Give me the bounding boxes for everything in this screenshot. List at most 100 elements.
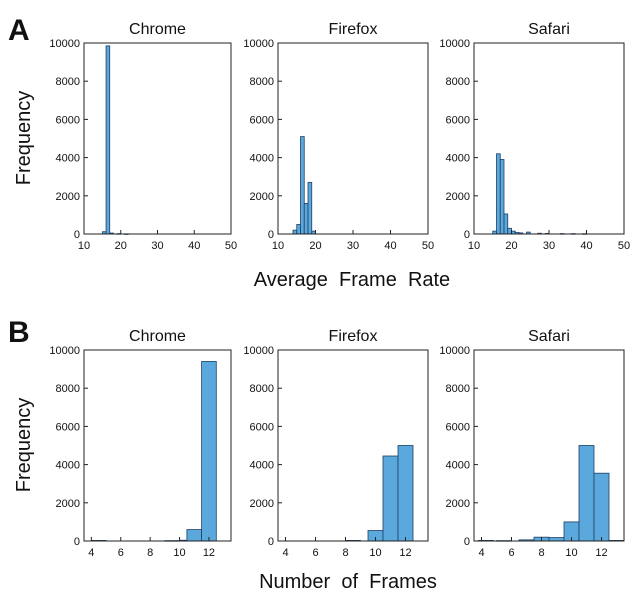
panel-a-chrome-title: Chrome xyxy=(129,21,186,38)
panel-a-safari-xtick-label: 50 xyxy=(618,240,630,252)
panel-b-safari-bar xyxy=(578,445,595,542)
panel-b-chrome-ytick-label: 6000 xyxy=(56,421,80,433)
panel-a-firefox-xtick-label: 30 xyxy=(347,240,359,252)
panel-b-firefox-ytick-label: 2000 xyxy=(250,498,274,510)
panel-b-safari-xtick-label: 6 xyxy=(508,547,514,559)
panel-a-firefox-xtick-label: 10 xyxy=(272,240,284,252)
panel-b-safari-ytick-label: 8000 xyxy=(446,383,470,395)
y-axis-label-a: Frequency xyxy=(13,91,35,186)
panel-a-chrome-ytick-label: 4000 xyxy=(56,153,80,165)
panel-a-letter: A xyxy=(8,14,30,47)
panel-a-safari-bar xyxy=(503,213,509,235)
panel-a-firefox-ytick-label: 10000 xyxy=(243,38,274,50)
panel-b-safari-xtick-label: 10 xyxy=(565,547,577,559)
panel-b-firefox-title: Firefox xyxy=(329,328,378,345)
x-axis-label-a: Average Frame Rate xyxy=(254,269,450,291)
panel-a-safari-ytick-label: 10000 xyxy=(439,38,470,50)
panel-b-firefox-ytick-label: 10000 xyxy=(243,345,274,357)
panel-b-chrome-ytick-label: 0 xyxy=(74,536,80,548)
panel-b-firefox-ytick-label: 4000 xyxy=(250,460,274,472)
panel-b-chrome-xtick-label: 12 xyxy=(203,547,215,559)
panel-a-chrome-xtick-label: 50 xyxy=(225,240,237,252)
panel-b-firefox-xtick-label: 12 xyxy=(399,547,411,559)
panel-a-firefox-ytick-label: 0 xyxy=(268,229,274,241)
panel-a-chrome-xtick-label: 40 xyxy=(188,240,200,252)
panel-b-safari-ytick-label: 2000 xyxy=(446,498,470,510)
panel-b-firefox-ytick-label: 0 xyxy=(268,536,274,548)
panel-a-firefox-xtick-label: 40 xyxy=(384,240,396,252)
panel-a-chrome-ytick-label: 10000 xyxy=(49,38,80,50)
panel-a-safari-xtick-label: 40 xyxy=(580,240,592,252)
panel-b-safari-axes-box xyxy=(473,349,625,542)
panel-a-safari-xtick-label: 20 xyxy=(505,240,517,252)
panel-a-safari-title: Safari xyxy=(528,21,570,38)
panel-b-firefox-xtick-label: 8 xyxy=(342,547,348,559)
panel-a-firefox-plot: Firefox 0 2000 4000 6000 8000 10000 10 20 30 40 50 xyxy=(243,21,434,252)
panel-b-chrome-bar xyxy=(201,361,217,542)
panel-a-safari-xtick-label: 30 xyxy=(543,240,555,252)
panel-a-firefox-bar xyxy=(303,203,309,235)
panel-b-safari-ytick-label: 6000 xyxy=(446,421,470,433)
panel-a-firefox-bar xyxy=(292,229,298,235)
panel-b-firefox-ytick-label: 8000 xyxy=(250,383,274,395)
panel-b-chrome-xtick-label: 6 xyxy=(118,547,124,559)
panel-a-chrome-xtick-label: 30 xyxy=(151,240,163,252)
panel-a-safari-ytick-label: 8000 xyxy=(446,76,470,88)
panel-b-safari-xtick-label: 12 xyxy=(595,547,607,559)
panel-a-firefox-bar xyxy=(300,136,305,235)
panel-b-firefox-bar xyxy=(382,455,399,542)
panel-b-safari-ytick-label: 10000 xyxy=(439,345,470,357)
panel-a-safari-bar xyxy=(496,153,501,235)
panel-b-safari-bar xyxy=(548,537,565,542)
x-axis-label-b: Number of Frames xyxy=(259,571,437,593)
panel-a-firefox-bar xyxy=(296,224,301,235)
panel-b-safari-plot: Safari 0 2000 4000 6000 8000 10000 4 6 8 10 12 xyxy=(439,328,625,559)
panel-a-safari-ytick-label: 4000 xyxy=(446,153,470,165)
panel-a-firefox-xtick-label: 20 xyxy=(309,240,321,252)
panel-b-chrome-plot: Chrome 0 2000 4000 6000 8000 10000 4 6 8 10 12 xyxy=(49,328,232,559)
panel-a-chrome-plot: Chrome 0 2000 4000 6000 8000 10000 10 20 30 40 50 xyxy=(49,21,237,252)
panel-b-chrome-bar xyxy=(186,529,202,542)
panel-b-chrome-xtick-label: 10 xyxy=(173,547,185,559)
panel-b-safari-bar xyxy=(593,472,610,542)
panel-b-chrome-axes-box xyxy=(83,349,232,542)
panel-a-chrome-bar xyxy=(105,45,111,235)
panel-a-firefox-xtick-label: 50 xyxy=(422,240,434,252)
panel-a-safari-ytick-label: 6000 xyxy=(446,114,470,126)
panel-a-chrome-ytick-label: 0 xyxy=(74,229,80,241)
panel-a-safari-bar xyxy=(499,159,505,235)
panel-a-firefox-title: Firefox xyxy=(329,21,378,38)
panel-a-firefox-ytick-label: 6000 xyxy=(250,114,274,126)
panel-a-firefox-ytick-label: 2000 xyxy=(250,191,274,203)
panel-a-firefox-ytick-label: 4000 xyxy=(250,153,274,165)
panel-b-safari-title: Safari xyxy=(528,328,570,345)
panel-a-chrome-ytick-label: 8000 xyxy=(56,76,80,88)
panel-a-firefox-ytick-label: 8000 xyxy=(250,76,274,88)
panel-b-firefox-ytick-label: 6000 xyxy=(250,421,274,433)
panel-a-safari-plot: Safari 0 2000 4000 6000 8000 10000 10 20 30 40 50 xyxy=(439,21,630,252)
panel-a-safari-bar xyxy=(507,227,512,235)
panel-b-chrome-ytick-label: 4000 xyxy=(56,460,80,472)
panel-a-firefox-bar xyxy=(307,182,313,235)
panel-a-safari-xtick-label: 10 xyxy=(468,240,480,252)
panel-b-firefox-plot: Firefox 0 2000 4000 6000 8000 10000 4 6 8 10 12 xyxy=(243,328,429,559)
panel-b-safari-xtick-label: 4 xyxy=(478,547,484,559)
panel-a-chrome-xtick-label: 10 xyxy=(78,240,90,252)
panel-b-firefox-axes-box xyxy=(277,349,429,542)
panel-b-firefox-xtick-label: 4 xyxy=(282,547,288,559)
panel-a-safari-ytick-label: 2000 xyxy=(446,191,470,203)
panel-a-chrome-ytick-label: 6000 xyxy=(56,114,80,126)
panel-b-chrome-ytick-label: 10000 xyxy=(49,345,80,357)
panel-b-safari-ytick-label: 4000 xyxy=(446,460,470,472)
panel-b-firefox-bar xyxy=(397,445,414,542)
panel-b-chrome-xtick-label: 8 xyxy=(147,547,153,559)
panel-b-chrome-ytick-label: 2000 xyxy=(56,498,80,510)
panel-b-chrome-xtick-label: 4 xyxy=(88,547,94,559)
panel-b-safari-xtick-label: 8 xyxy=(538,547,544,559)
panel-b-safari-ytick-label: 0 xyxy=(464,536,470,548)
panel-a-chrome-xtick-label: 20 xyxy=(115,240,127,252)
y-axis-label-b: Frequency xyxy=(13,398,35,493)
panel-b-firefox-xtick-label: 10 xyxy=(369,547,381,559)
panel-b-chrome-title: Chrome xyxy=(129,328,186,345)
